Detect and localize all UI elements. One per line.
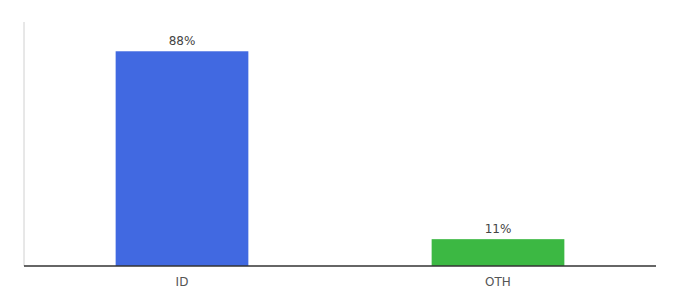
data-label: 88% bbox=[169, 34, 196, 48]
x-tick-label: OTH bbox=[485, 275, 511, 289]
data-label: 11% bbox=[485, 222, 512, 236]
bar bbox=[432, 239, 565, 266]
bar bbox=[116, 51, 249, 266]
chart-svg: 88% 11% ID OTH bbox=[0, 0, 680, 300]
x-tick-label: ID bbox=[176, 275, 189, 289]
chart-container: 88% 11% ID OTH bbox=[0, 0, 680, 300]
x-axis-line bbox=[24, 265, 656, 267]
bars bbox=[116, 51, 565, 266]
y-axis-line bbox=[24, 22, 25, 266]
